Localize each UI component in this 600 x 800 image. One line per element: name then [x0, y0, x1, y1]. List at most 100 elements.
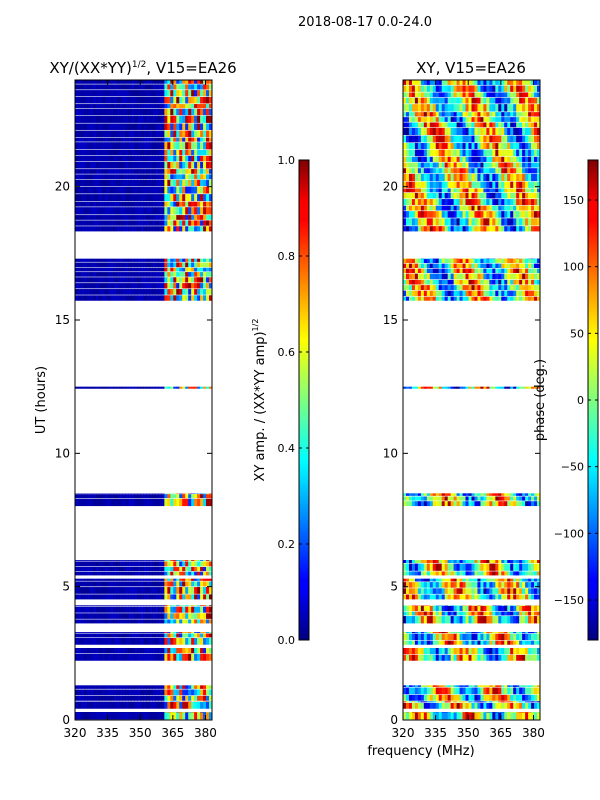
heatmap-cell	[113, 695, 118, 701]
heatmap-cell	[77, 606, 82, 613]
heatmap-cell	[188, 560, 192, 561]
heatmap-cell	[495, 578, 499, 582]
heatmap-cell	[504, 188, 508, 193]
heatmap-cell	[483, 632, 487, 634]
heatmap-cell	[182, 619, 186, 624]
heatmap-cell	[474, 582, 478, 588]
heatmap-cell	[98, 174, 103, 180]
heatmap-cell	[450, 701, 455, 703]
heatmap-cell	[444, 654, 449, 661]
heatmap-cell	[435, 712, 440, 720]
heatmap-cell	[471, 616, 475, 624]
heatmap-cell	[444, 386, 449, 389]
heatmap-cell	[480, 496, 484, 501]
heatmap-cell	[408, 258, 413, 264]
heatmap-cell	[510, 211, 514, 218]
heatmap-cell	[408, 582, 413, 588]
heatmap-cell	[75, 606, 79, 613]
heatmap-cell	[435, 633, 440, 641]
heatmap-cell	[179, 498, 183, 507]
heatmap-cell	[128, 277, 132, 283]
heatmap-cell	[75, 115, 79, 123]
heatmap-cell	[411, 188, 416, 193]
heatmap-cell	[462, 694, 466, 701]
heatmap-cell	[83, 581, 88, 587]
heatmap-cell	[206, 97, 210, 104]
heatmap-cell	[146, 566, 150, 572]
heatmap-cell	[98, 142, 103, 150]
heatmap-cell	[474, 571, 478, 576]
heatmap-cell	[134, 207, 138, 215]
heatmap-cell	[188, 633, 192, 638]
heatmap-cell	[152, 137, 156, 142]
heatmap-cell	[158, 685, 162, 689]
heatmap-cell	[486, 173, 490, 182]
heatmap-cell	[444, 226, 449, 232]
heatmap-cell	[137, 386, 141, 389]
heatmap-cell	[161, 104, 165, 109]
heatmap-cell	[414, 687, 419, 695]
heatmap-cell	[528, 654, 532, 661]
heatmap-cell	[95, 712, 100, 720]
heatmap-cell	[507, 263, 511, 268]
heatmap-cell	[116, 220, 121, 226]
heatmap-cell	[158, 115, 162, 123]
heatmap-cell	[447, 594, 452, 600]
heatmap-cell	[459, 268, 463, 274]
heatmap-cell	[75, 161, 79, 169]
heatmap-cell	[471, 633, 475, 641]
heatmap-cell	[414, 279, 419, 285]
heatmap-cell	[128, 142, 132, 150]
heatmap-cell	[101, 685, 106, 689]
heatmap-cell	[498, 563, 502, 571]
heatmap-cell	[137, 498, 141, 507]
heatmap-cell	[411, 156, 416, 162]
heatmap-cell	[113, 161, 118, 169]
heatmap-cell	[155, 638, 159, 645]
heatmap-cell	[528, 218, 532, 226]
heatmap-cell	[537, 632, 540, 634]
heatmap-cell	[486, 611, 490, 616]
heatmap-cell	[146, 633, 150, 638]
heatmap-cell	[534, 611, 538, 616]
heatmap-cell	[179, 648, 183, 654]
heatmap-cell	[474, 263, 478, 268]
heatmap-cell	[200, 283, 204, 289]
heatmap-cell	[86, 262, 91, 268]
heatmap-cell	[86, 201, 91, 207]
heatmap-cell	[501, 694, 505, 701]
heatmap-cell	[179, 207, 183, 215]
heatmap-cell	[426, 205, 431, 211]
heatmap-cell	[528, 211, 532, 218]
heatmap-cell	[200, 194, 204, 202]
heatmap-cell	[209, 258, 212, 262]
heatmap-cell	[89, 689, 94, 696]
heatmap-cell	[486, 290, 490, 297]
heatmap-cell	[83, 130, 88, 138]
heatmap-cell	[176, 115, 180, 123]
heatmap-cell	[516, 218, 520, 226]
heatmap-cell	[125, 561, 130, 567]
heatmap-cell	[420, 173, 425, 182]
heatmap-cell	[408, 168, 413, 174]
heatmap-cell	[194, 702, 198, 709]
heatmap-cell	[113, 207, 118, 215]
heatmap-cell	[200, 633, 204, 638]
heatmap-cell	[471, 188, 475, 193]
heatmap-cell	[519, 648, 523, 655]
heatmap-cell	[441, 218, 446, 226]
heatmap-cell	[531, 648, 535, 655]
heatmap-cell	[200, 155, 204, 162]
heatmap-cell	[176, 80, 180, 84]
heatmap-cell	[450, 560, 455, 563]
heatmap-cell	[477, 560, 481, 563]
heatmap-cell	[137, 142, 141, 150]
heatmap-cell	[537, 279, 540, 285]
heatmap-cell	[468, 694, 472, 701]
heatmap-cell	[116, 638, 121, 645]
heatmap-cell	[122, 258, 127, 262]
heatmap-cell	[495, 218, 499, 226]
heatmap-cell	[489, 173, 493, 182]
heatmap-cell	[403, 285, 407, 291]
heatmap-cell	[134, 289, 138, 295]
